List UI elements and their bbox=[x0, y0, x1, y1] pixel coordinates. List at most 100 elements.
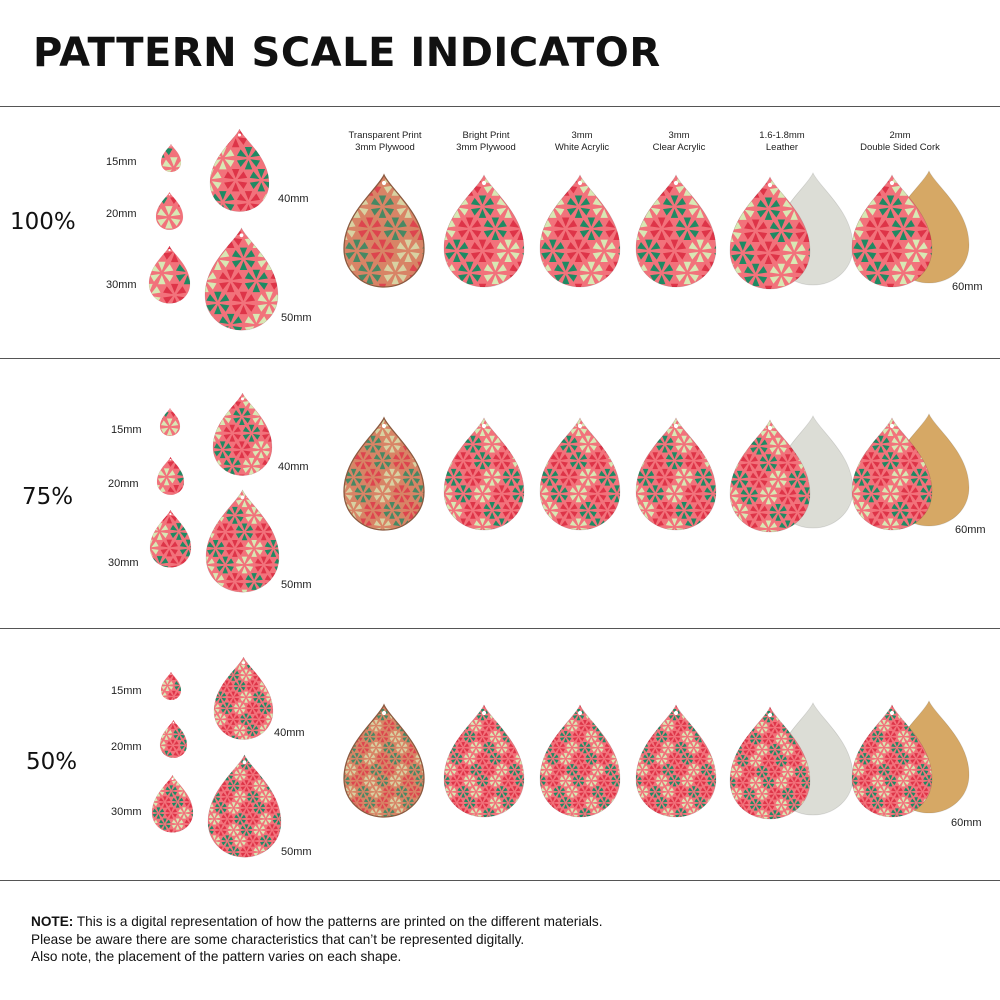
flower-motif bbox=[274, 490, 279, 508]
flower-motif bbox=[167, 484, 184, 495]
flower-motif bbox=[175, 261, 190, 285]
flower-motif bbox=[554, 217, 578, 240]
flower-motif bbox=[473, 518, 492, 530]
flower-motif bbox=[140, 785, 152, 796]
flower-motif bbox=[421, 808, 424, 817]
flower-motif bbox=[363, 775, 376, 787]
flower-motif bbox=[701, 175, 716, 196]
flower-motif bbox=[897, 731, 910, 743]
flower-motif bbox=[636, 418, 655, 420]
teardrop-plywood-transparent bbox=[343, 416, 425, 531]
flower-motif bbox=[662, 720, 674, 732]
flower-motif bbox=[675, 742, 687, 754]
flower-motif bbox=[202, 692, 214, 703]
flower-motif bbox=[206, 589, 215, 593]
flower-motif bbox=[730, 810, 743, 819]
flower-motif bbox=[112, 240, 135, 262]
flower-motif bbox=[206, 506, 225, 524]
flower-motif bbox=[364, 819, 376, 830]
flower-motif bbox=[750, 537, 767, 554]
flower-motif bbox=[618, 469, 635, 486]
flower-motif bbox=[373, 485, 392, 503]
flower-motif bbox=[878, 239, 903, 263]
flower-motif bbox=[637, 535, 654, 552]
flower-motif bbox=[897, 753, 910, 765]
flower-motif bbox=[415, 797, 424, 809]
flower-motif bbox=[425, 797, 437, 808]
flower-motif bbox=[272, 658, 273, 670]
flower-motif bbox=[483, 217, 507, 240]
flower-motif bbox=[320, 151, 343, 173]
flower-motif bbox=[253, 824, 266, 836]
flower-motif bbox=[636, 786, 649, 798]
flower-motif bbox=[706, 153, 729, 175]
flower-motif bbox=[624, 731, 636, 742]
flower-motif bbox=[476, 797, 489, 809]
flower-motif bbox=[415, 819, 427, 830]
flower-motif bbox=[432, 764, 444, 775]
flower-motif bbox=[363, 731, 376, 743]
flower-motif bbox=[681, 709, 694, 721]
flower-motif bbox=[213, 424, 222, 442]
flower-motif bbox=[444, 419, 453, 437]
flower-motif bbox=[605, 175, 620, 196]
flower-motif bbox=[636, 485, 645, 503]
flower-motif bbox=[636, 731, 642, 743]
flower-motif bbox=[675, 764, 687, 776]
flower-motif bbox=[183, 162, 206, 184]
flower-motif bbox=[344, 518, 353, 530]
teardrop-20mm bbox=[159, 719, 188, 758]
flower-motif bbox=[550, 452, 568, 470]
flower-motif bbox=[694, 418, 713, 420]
flower-motif bbox=[916, 808, 929, 817]
flower-motif bbox=[266, 802, 278, 814]
flower-motif bbox=[704, 485, 716, 503]
flower-motif bbox=[930, 283, 932, 287]
flower-motif bbox=[694, 797, 706, 809]
hanging-hole bbox=[577, 710, 583, 716]
size-label-60mm: 60mm bbox=[952, 281, 983, 293]
flower-motif bbox=[730, 454, 739, 472]
note-text-1: This is a digital representation of how … bbox=[73, 914, 603, 929]
flower-motif bbox=[196, 835, 208, 846]
divider-2 bbox=[0, 628, 1000, 629]
size-label-60mm: 60mm bbox=[951, 817, 982, 829]
flower-motif bbox=[759, 454, 778, 472]
flower-motif bbox=[624, 797, 636, 808]
flower-motif bbox=[364, 535, 381, 552]
flower-motif bbox=[655, 797, 668, 809]
flower-motif bbox=[598, 797, 610, 809]
flower-motif bbox=[171, 818, 184, 830]
flower-motif bbox=[541, 151, 564, 173]
hanging-hole bbox=[169, 513, 172, 516]
flower-motif bbox=[756, 766, 768, 778]
flower-motif bbox=[920, 485, 932, 503]
flower-motif bbox=[781, 788, 794, 800]
hanging-hole bbox=[171, 778, 174, 781]
flower-motif bbox=[598, 418, 617, 420]
flower-motif bbox=[643, 819, 655, 830]
flower-motif bbox=[502, 468, 521, 486]
flower-motif bbox=[463, 709, 476, 721]
flower-motif bbox=[569, 485, 588, 503]
flower-motif bbox=[370, 720, 382, 732]
flower-motif bbox=[247, 755, 259, 759]
flower-motif bbox=[173, 728, 186, 740]
flower-motif bbox=[493, 518, 511, 530]
flower-motif bbox=[370, 764, 382, 776]
flower-motif bbox=[171, 796, 184, 808]
flower-motif bbox=[160, 750, 173, 758]
flower-motif bbox=[425, 753, 437, 764]
flower-motif bbox=[234, 791, 246, 803]
flower-motif bbox=[718, 766, 730, 777]
flower-motif bbox=[718, 744, 730, 755]
flower-motif bbox=[700, 705, 713, 710]
teardrop-40mm bbox=[212, 392, 273, 476]
flower-motif bbox=[240, 713, 252, 725]
flower-motif bbox=[862, 452, 880, 470]
flower-motif bbox=[253, 713, 265, 725]
flower-motif bbox=[422, 535, 439, 552]
flower-motif bbox=[750, 503, 768, 521]
flower-motif bbox=[598, 709, 610, 721]
flower-motif bbox=[881, 485, 900, 503]
